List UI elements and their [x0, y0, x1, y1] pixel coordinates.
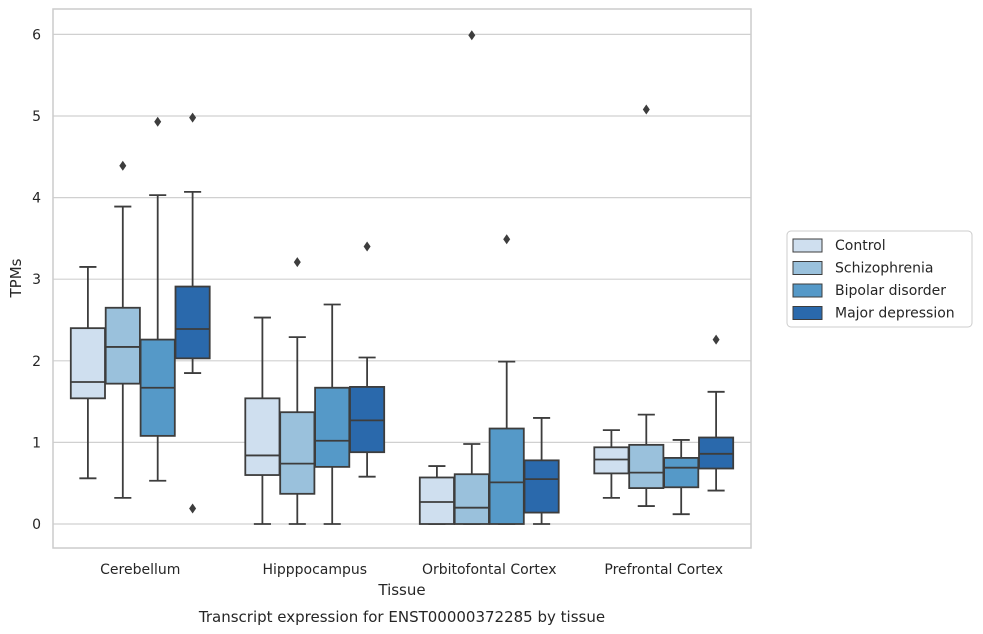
- box-2-2: [488, 234, 525, 525]
- box-3-1: [628, 104, 665, 507]
- box-body: [418, 476, 455, 525]
- box-3-0: [593, 429, 630, 499]
- box-1-1: [279, 257, 316, 525]
- plot-frame: [52, 8, 752, 549]
- box-2-3: [523, 417, 560, 525]
- box-body: [104, 306, 141, 385]
- outlier-point: [712, 334, 720, 345]
- legend-swatch: [792, 283, 823, 298]
- y-tick-label: 6: [32, 27, 41, 43]
- outlier-point: [189, 503, 197, 514]
- outlier-point: [468, 30, 476, 41]
- box-body: [488, 427, 525, 525]
- box-0-1: [104, 160, 141, 499]
- x-tick-label: Prefrontal Cortex: [604, 562, 723, 578]
- chart-caption: Transcript expression for ENST0000037228…: [198, 608, 605, 626]
- legend: Control Schizophrenia Bipolar disorder Majo…: [786, 230, 973, 328]
- y-tick-label: 1: [32, 435, 41, 451]
- x-tick-labels: Cerebellum Hipppocampus Orbitofontal Corte…: [100, 562, 723, 578]
- box-1-2: [314, 303, 351, 525]
- legend-frame: [786, 230, 973, 328]
- outlier-point: [154, 116, 162, 127]
- x-axis-label: Tissue: [377, 581, 425, 599]
- y-tick-label: 4: [32, 191, 41, 207]
- outlier-point: [503, 234, 511, 245]
- box-2-0: [418, 465, 455, 525]
- box-1-3: [349, 241, 386, 478]
- y-tick-labels: 0 1 2 3 4 5 6: [32, 27, 41, 533]
- x-tick-label: Cerebellum: [100, 562, 180, 578]
- outlier-point: [189, 112, 197, 123]
- y-tick-label: 0: [32, 517, 41, 533]
- outlier-point: [363, 241, 371, 252]
- y-axis-label: TPMs: [7, 258, 25, 298]
- x-tick-label: Orbitofontal Cortex: [422, 562, 557, 578]
- box-3-2: [663, 439, 700, 516]
- x-tick-label: Hipppocampus: [262, 562, 367, 578]
- outlier-point: [642, 104, 650, 115]
- box-0-3: [174, 112, 211, 514]
- y-tick-label: 2: [32, 354, 41, 370]
- box-body: [453, 473, 490, 525]
- box-body: [244, 397, 281, 476]
- y-tick-label: 5: [32, 109, 41, 125]
- box-1-0: [244, 316, 281, 525]
- legend-label: Schizophrenia: [835, 261, 933, 277]
- legend-label: Bipolar disorder: [835, 283, 946, 299]
- legend-swatch: [792, 261, 823, 275]
- box-body: [174, 285, 211, 360]
- box-body: [314, 386, 351, 468]
- legend-label: Control: [835, 238, 886, 254]
- outlier-point: [293, 257, 301, 268]
- outlier-point: [119, 160, 127, 171]
- boxes: [69, 30, 735, 525]
- box-0-2: [139, 116, 176, 482]
- legend-label: Major depression: [835, 306, 955, 322]
- box-body: [663, 457, 700, 489]
- y-tick-label: 3: [32, 272, 41, 288]
- box-0-0: [69, 266, 106, 480]
- box-body: [69, 327, 106, 400]
- box-body: [628, 443, 665, 489]
- legend-swatch: [792, 238, 823, 253]
- box-3-3: [698, 334, 735, 492]
- box-2-1: [453, 30, 490, 525]
- box-body: [279, 411, 316, 495]
- box-body: [523, 459, 560, 514]
- legend-swatch: [792, 306, 823, 320]
